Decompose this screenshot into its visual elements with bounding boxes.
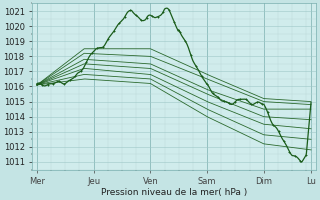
X-axis label: Pression niveau de la mer( hPa ): Pression niveau de la mer( hPa ) xyxy=(101,188,247,197)
